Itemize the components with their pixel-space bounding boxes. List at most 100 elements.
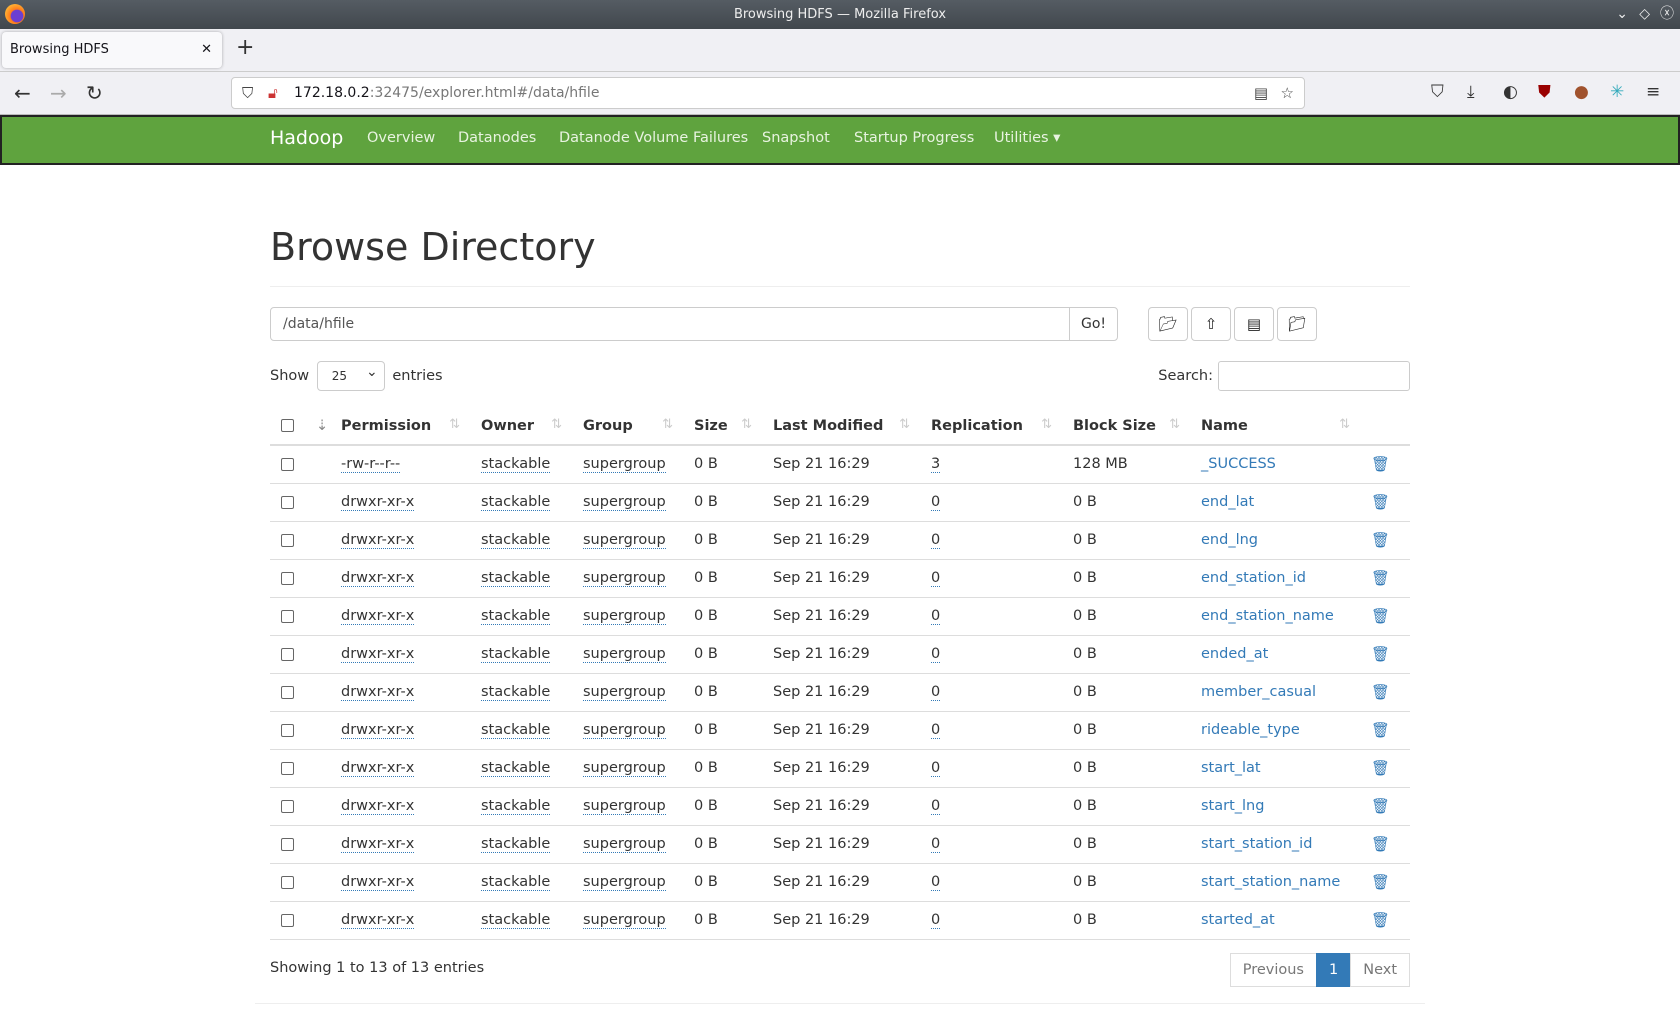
row-checkbox[interactable] <box>281 571 294 585</box>
menu-icon[interactable]: ≡ <box>1646 82 1661 102</box>
replication-value[interactable]: 0 <box>931 760 941 777</box>
cookie-icon[interactable]: ● <box>1574 82 1589 102</box>
file-link[interactable]: end_station_name <box>1201 608 1334 624</box>
permission-value[interactable]: drwxr-xr-x <box>341 646 415 663</box>
replication-value[interactable]: 0 <box>931 722 941 739</box>
row-checkbox[interactable] <box>281 799 294 813</box>
owner-value[interactable]: stackable <box>481 760 551 777</box>
file-link[interactable]: member_casual <box>1201 684 1317 700</box>
trash-icon[interactable]: 🗑︎ <box>1371 455 1391 474</box>
owner-value[interactable]: stackable <box>481 456 551 474</box>
replication-value[interactable]: 0 <box>931 570 941 587</box>
row-select[interactable] <box>270 521 305 560</box>
group-value[interactable]: supergroup <box>583 646 666 663</box>
row-select[interactable] <box>270 445 305 484</box>
owner-value[interactable]: stackable <box>481 798 551 815</box>
group-value[interactable]: supergroup <box>583 494 666 511</box>
new-tab-icon[interactable]: + <box>236 35 255 60</box>
group-value[interactable]: supergroup <box>583 836 666 853</box>
row-checkbox[interactable] <box>281 647 294 661</box>
replication-value[interactable]: 0 <box>931 912 941 929</box>
trash-icon[interactable]: 🗑︎ <box>1371 797 1391 815</box>
file-link[interactable]: rideable_type <box>1201 722 1300 738</box>
permission-value[interactable]: drwxr-xr-x <box>341 494 415 511</box>
row-select[interactable] <box>270 711 305 750</box>
reader-view-icon[interactable]: ▤ <box>1253 84 1268 102</box>
pocket-icon[interactable]: ⛉ <box>1431 82 1444 102</box>
trash-icon[interactable]: 🗑︎ <box>1371 759 1391 777</box>
owner-value[interactable]: stackable <box>481 722 551 739</box>
owner-value[interactable]: stackable <box>481 836 551 853</box>
row-checkbox[interactable] <box>281 495 294 509</box>
select-all-header[interactable] <box>270 407 305 446</box>
trash-icon[interactable]: 🗑︎ <box>1371 531 1391 549</box>
permission-value[interactable]: drwxr-xr-x <box>341 798 415 815</box>
group-value[interactable]: supergroup <box>583 798 666 815</box>
maximize-icon[interactable]: ◇ <box>1639 6 1650 22</box>
path-input[interactable]: /data/hfile <box>270 307 1070 341</box>
trash-icon[interactable]: 🗑︎ <box>1371 569 1391 587</box>
brand[interactable]: Hadoop <box>270 127 344 149</box>
column-header-last-modified[interactable]: Last Modified ⇅ <box>762 407 920 446</box>
replication-value[interactable]: 0 <box>931 836 941 853</box>
trash-icon[interactable]: 🗑︎ <box>1371 873 1391 891</box>
owner-value[interactable]: stackable <box>481 912 551 929</box>
file-link[interactable]: started_at <box>1201 912 1275 928</box>
row-select[interactable] <box>270 483 305 522</box>
trash-icon[interactable]: 🗑︎ <box>1371 683 1391 701</box>
replication-value[interactable]: 0 <box>931 798 941 815</box>
group-value[interactable]: supergroup <box>583 912 666 929</box>
file-link[interactable]: start_lat <box>1201 760 1261 776</box>
forward-icon[interactable]: → <box>50 81 67 105</box>
owner-value[interactable]: stackable <box>481 494 551 511</box>
file-link[interactable]: end_lng <box>1201 532 1258 548</box>
nav-volume-failures[interactable]: Datanode Volume Failures <box>559 130 749 146</box>
row-select[interactable] <box>270 597 305 636</box>
permission-value[interactable]: drwxr-xr-x <box>341 874 415 891</box>
file-link[interactable]: end_lat <box>1201 494 1255 510</box>
column-header-size[interactable]: Size ⇅ <box>683 407 762 446</box>
row-checkbox[interactable] <box>281 457 294 471</box>
file-link[interactable]: start_station_id <box>1201 836 1313 852</box>
file-link[interactable]: start_station_name <box>1201 874 1341 890</box>
row-checkbox[interactable] <box>281 685 294 699</box>
close-tab-icon[interactable]: ✕ <box>201 42 212 57</box>
file-link[interactable]: _SUCCESS <box>1201 456 1276 473</box>
row-checkbox[interactable] <box>281 761 294 775</box>
nav-datanodes[interactable]: Datanodes <box>458 130 537 146</box>
row-select[interactable] <box>270 901 305 940</box>
upload-button[interactable]: ⇧ <box>1191 307 1231 341</box>
replication-value[interactable]: 0 <box>931 874 941 891</box>
owner-value[interactable]: stackable <box>481 608 551 625</box>
group-value[interactable]: supergroup <box>583 532 666 549</box>
reload-icon[interactable]: ↻ <box>86 81 103 105</box>
replication-value[interactable]: 0 <box>931 608 941 625</box>
permission-value[interactable]: drwxr-xr-x <box>341 608 415 625</box>
row-select[interactable] <box>270 559 305 598</box>
row-checkbox[interactable] <box>281 913 294 927</box>
cut-paste-button[interactable]: ▤ <box>1234 307 1274 341</box>
owner-value[interactable]: stackable <box>481 646 551 663</box>
sort-header[interactable]: ⇣ <box>305 407 330 446</box>
download-icon[interactable]: ⤓ <box>1467 82 1475 102</box>
permission-value[interactable]: drwxr-xr-x <box>341 912 415 929</box>
file-link[interactable]: start_lng <box>1201 798 1265 814</box>
minimize-icon[interactable]: ⌄ <box>1616 6 1628 22</box>
entries-select[interactable]: 25 <box>316 358 385 391</box>
column-header-permission[interactable]: Permission ⇅ <box>330 407 470 446</box>
group-value[interactable]: supergroup <box>583 760 666 777</box>
nav-startup-progress[interactable]: Startup Progress <box>854 130 975 146</box>
permission-value[interactable]: drwxr-xr-x <box>341 722 415 739</box>
nav-overview[interactable]: Overview <box>367 130 436 146</box>
permission-value[interactable]: drwxr-xr-x <box>341 684 415 701</box>
file-link[interactable]: ended_at <box>1201 646 1269 662</box>
column-header-replication[interactable]: Replication ⇅ <box>920 407 1062 446</box>
row-checkbox[interactable] <box>281 875 294 889</box>
row-checkbox[interactable] <box>281 609 294 623</box>
permission-value[interactable]: -rw-r--r-- <box>341 456 401 474</box>
file-link[interactable]: end_station_id <box>1201 570 1306 586</box>
group-value[interactable]: supergroup <box>583 570 666 587</box>
owner-value[interactable]: stackable <box>481 570 551 587</box>
column-header-owner[interactable]: Owner ⇅ <box>470 407 572 446</box>
url-bar[interactable]: ⛉ 🔓︎ 172.18.0.2:32475/explorer.html#/dat… <box>231 77 1305 109</box>
